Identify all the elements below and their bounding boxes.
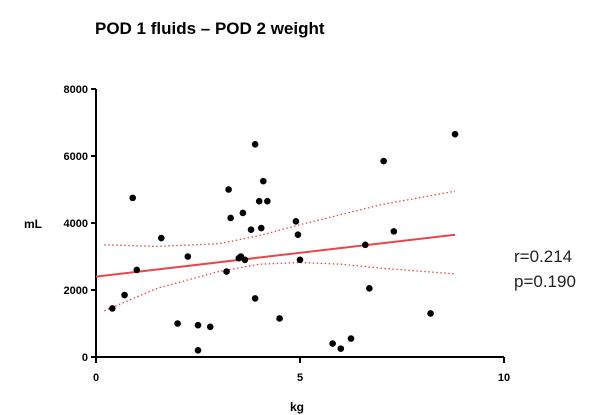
data-point xyxy=(223,268,230,275)
data-point xyxy=(239,209,247,217)
data-point xyxy=(451,130,459,138)
x-tick-label: 0 xyxy=(93,372,99,384)
data-point xyxy=(296,256,304,264)
y-tick-label: 6000 xyxy=(64,151,88,163)
data-point xyxy=(329,340,336,347)
data-points xyxy=(109,130,459,354)
data-point xyxy=(121,291,128,299)
data-point xyxy=(206,323,214,331)
x-tick-label: 10 xyxy=(498,372,510,384)
chart-title: POD 1 fluids – POD 2 weight xyxy=(95,19,325,38)
data-point xyxy=(276,315,283,322)
confidence-band xyxy=(103,190,456,312)
data-point xyxy=(366,285,373,292)
data-point xyxy=(259,177,267,185)
x-axis-label: kg xyxy=(290,400,304,414)
y-tick-label: 4000 xyxy=(64,218,88,230)
y-tick-label: 8000 xyxy=(64,84,88,96)
data-point xyxy=(380,157,387,165)
regression-line xyxy=(95,233,456,278)
x-tick-label: 5 xyxy=(297,372,303,384)
data-point xyxy=(157,234,165,242)
ci-lower-curve xyxy=(103,261,456,312)
data-point xyxy=(251,140,259,148)
y-tick-label: 0 xyxy=(82,352,88,364)
data-point xyxy=(347,335,355,342)
data-point xyxy=(194,321,202,329)
data-point xyxy=(174,320,181,327)
data-point xyxy=(251,295,259,302)
data-point xyxy=(294,231,302,239)
p-annotation: p=0.190 xyxy=(514,272,576,291)
data-point xyxy=(255,197,263,205)
data-point xyxy=(292,218,300,225)
y-tick-label: 2000 xyxy=(64,285,88,297)
axes: 0 2000 4000 6000 8000 0 5 10 xyxy=(64,84,511,384)
data-point xyxy=(184,253,192,260)
data-point xyxy=(390,228,398,235)
data-point xyxy=(241,256,249,264)
data-point xyxy=(225,186,232,193)
data-point xyxy=(227,214,234,222)
data-point xyxy=(247,226,255,233)
r-annotation: r=0.214 xyxy=(514,247,572,266)
data-point xyxy=(427,310,434,317)
data-point xyxy=(129,194,137,202)
ci-upper-curve xyxy=(104,190,456,248)
data-point xyxy=(337,345,345,352)
data-point xyxy=(264,197,271,205)
y-axis-label: mL xyxy=(24,217,42,231)
data-point xyxy=(257,224,265,232)
data-point xyxy=(133,266,141,274)
data-point xyxy=(361,241,369,249)
regression-line-group xyxy=(95,233,456,278)
data-point xyxy=(109,305,116,312)
data-point xyxy=(194,347,202,354)
